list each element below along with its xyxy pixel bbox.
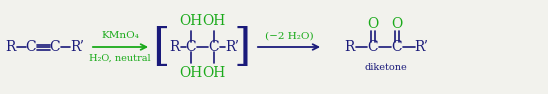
Text: O: O [391, 17, 403, 31]
Text: C: C [209, 40, 219, 54]
Text: C: C [50, 40, 60, 54]
Text: [: [ [152, 25, 170, 69]
Text: C: C [186, 40, 196, 54]
Text: OH: OH [179, 14, 203, 28]
Text: R: R [5, 40, 15, 54]
Text: C: C [368, 40, 378, 54]
Text: OH: OH [179, 66, 203, 80]
Text: O: O [367, 17, 379, 31]
Text: diketone: diketone [364, 64, 407, 72]
Text: (−2 H₂O): (−2 H₂O) [265, 31, 313, 41]
Text: R’: R’ [414, 40, 428, 54]
Text: H₂O, neutral: H₂O, neutral [89, 53, 151, 63]
Text: OH: OH [202, 66, 226, 80]
Text: C: C [26, 40, 36, 54]
Text: R: R [344, 40, 354, 54]
Text: ]: ] [233, 25, 250, 69]
Text: OH: OH [202, 14, 226, 28]
Text: R’: R’ [70, 40, 84, 54]
Text: R: R [169, 40, 179, 54]
Text: KMnO₄: KMnO₄ [101, 31, 139, 41]
Text: R’: R’ [225, 40, 239, 54]
Text: C: C [392, 40, 402, 54]
